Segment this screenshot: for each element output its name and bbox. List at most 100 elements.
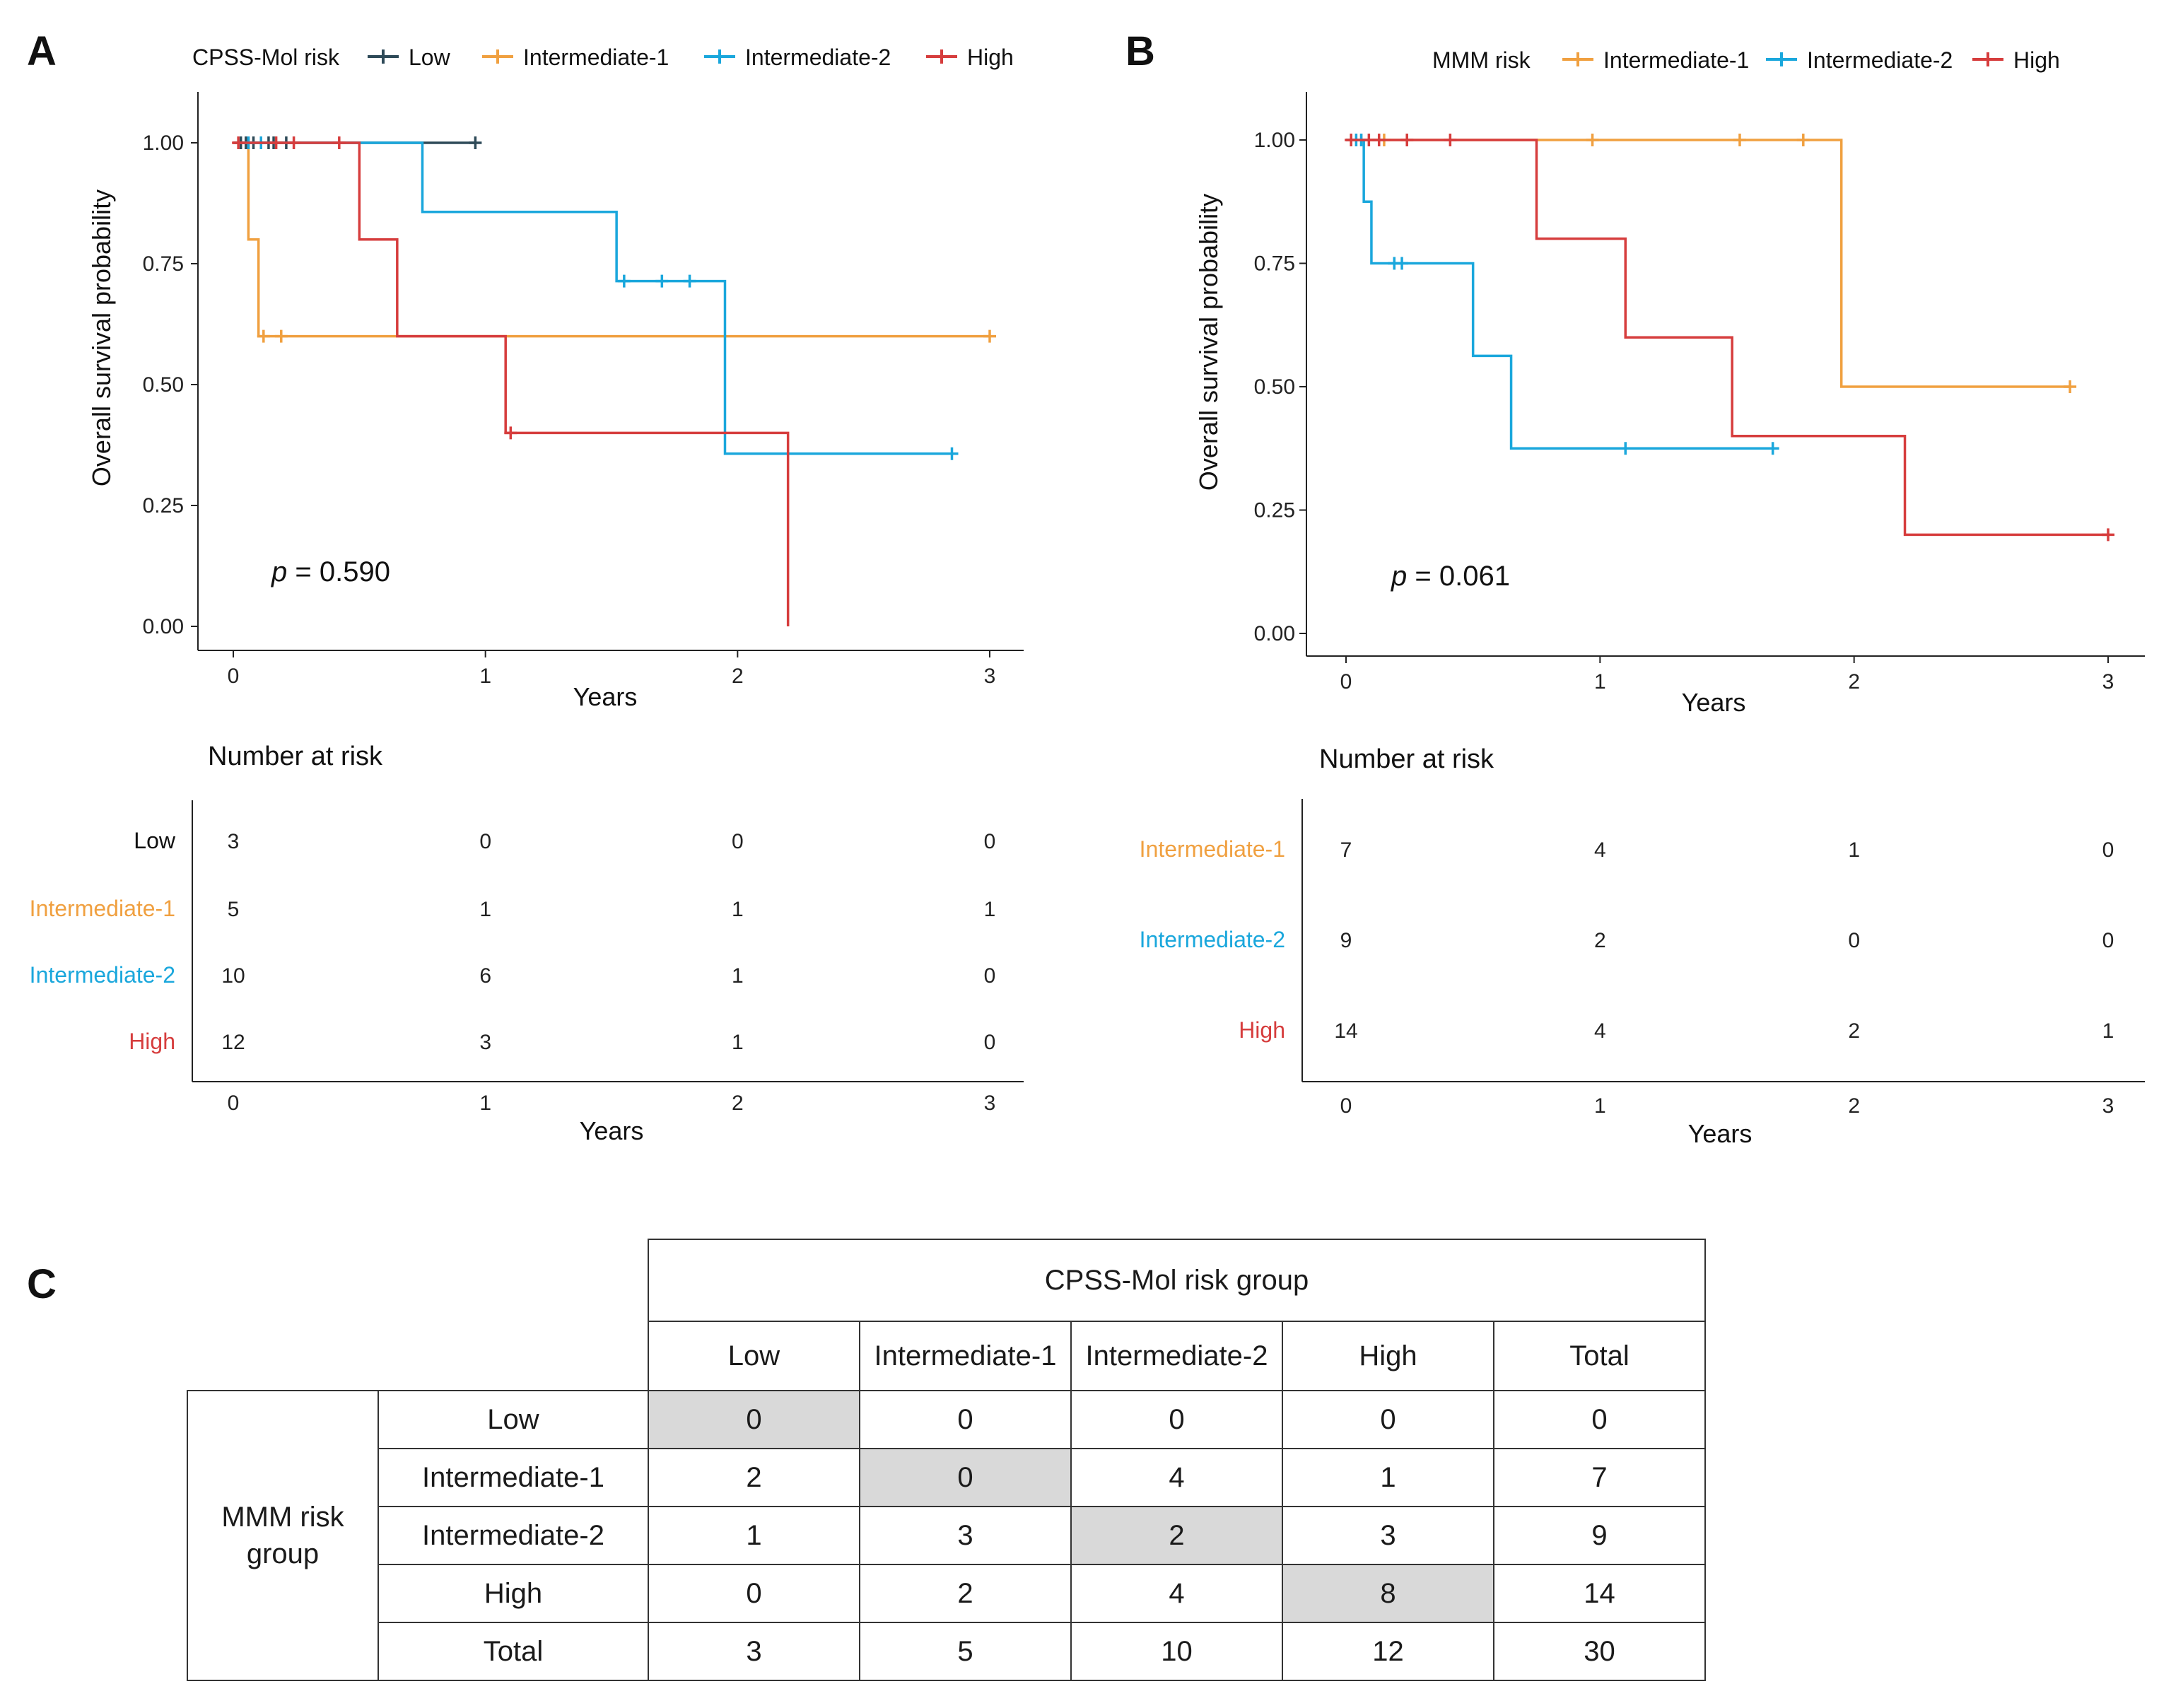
table-cell: 14 bbox=[1493, 1564, 1706, 1623]
risk-table-count: 0 bbox=[1848, 929, 1860, 952]
censor-mark bbox=[1619, 442, 1632, 455]
censor-mark bbox=[2102, 528, 2114, 542]
risk-table-count: 2 bbox=[1848, 1019, 1860, 1043]
risk-table-x-tick-label: 1 bbox=[1594, 1094, 1606, 1118]
risk-table-count: 1 bbox=[479, 898, 491, 921]
risk-table-count: 0 bbox=[984, 830, 996, 853]
risk-table-count: 9 bbox=[1340, 929, 1352, 952]
table-column-header: High bbox=[1282, 1321, 1494, 1391]
risk-table-count: 14 bbox=[1334, 1019, 1357, 1043]
x-tick-label: 1 bbox=[479, 665, 491, 688]
y-axis-label: Overall survival probability bbox=[1194, 194, 1223, 491]
risk-table-count: 6 bbox=[479, 964, 491, 988]
censor-mark bbox=[617, 274, 631, 288]
survival-curve-high bbox=[1346, 139, 2108, 537]
censor-mark bbox=[1400, 134, 1414, 146]
y-tick-label: 0.00 bbox=[143, 615, 184, 638]
risk-table-title: Number at risk bbox=[1319, 744, 1494, 774]
risk-table-count: 2 bbox=[1594, 929, 1606, 952]
table-corner-2 bbox=[187, 1321, 648, 1391]
table-row: High 0 2 4 8 14 bbox=[187, 1564, 1706, 1623]
censor-mark bbox=[1396, 257, 1409, 270]
table-cell: 0 bbox=[648, 1564, 860, 1623]
risk-table-x-tick-label: 2 bbox=[732, 1092, 744, 1115]
risk-table-row-label: High bbox=[129, 1029, 175, 1054]
table-cell: 3 bbox=[859, 1506, 1072, 1565]
risk-table-row-label: Low bbox=[134, 828, 176, 853]
risk-table-row-label: High bbox=[1239, 1017, 1285, 1043]
risk-table-row-label: Intermediate-1 bbox=[30, 896, 175, 921]
risk-table-row-label: Intermediate-2 bbox=[30, 962, 175, 988]
table-row-header: Intermediate-2 bbox=[378, 1506, 649, 1565]
legend-label: Intermediate-2 bbox=[745, 45, 891, 70]
table-cell: 1 bbox=[1282, 1448, 1494, 1507]
risk-table-count: 0 bbox=[732, 830, 744, 853]
risk-table-x-tick-label: 0 bbox=[228, 1092, 240, 1115]
x-axis-label: Years bbox=[1682, 688, 1746, 717]
table-cell: 2 bbox=[648, 1448, 860, 1507]
censor-mark bbox=[332, 136, 346, 149]
risk-table-count: 1 bbox=[984, 898, 996, 921]
risk-table-count: 1 bbox=[732, 898, 744, 921]
panel-label-b: B bbox=[1125, 28, 1155, 74]
x-tick-label: 2 bbox=[1848, 670, 1860, 694]
y-tick-label: 1.00 bbox=[143, 131, 184, 155]
table-cell: 7 bbox=[1493, 1448, 1706, 1507]
table-cell: 0 bbox=[859, 1390, 1072, 1449]
risk-table-x-axis-label: Years bbox=[580, 1116, 644, 1145]
censor-mark bbox=[983, 329, 996, 343]
censor-mark bbox=[1733, 134, 1746, 146]
risk-table-count: 3 bbox=[228, 830, 240, 853]
table-row: Total 3 5 10 12 30 bbox=[187, 1622, 1706, 1681]
p-value-annotation: p = 0.590 bbox=[271, 556, 390, 587]
y-tick-label: 0.75 bbox=[143, 252, 184, 276]
table-cell: 30 bbox=[1493, 1622, 1706, 1681]
panel-label-a: A bbox=[27, 28, 57, 74]
risk-table-count: 5 bbox=[228, 898, 240, 921]
survival-curve-intermediate_2 bbox=[233, 141, 952, 455]
table-cell: 9 bbox=[1493, 1506, 1706, 1565]
survival-curve-intermediate_2 bbox=[1346, 139, 1773, 450]
censor-mark bbox=[469, 136, 482, 149]
x-tick-label: 0 bbox=[228, 665, 240, 688]
risk-table-x-axis-label: Years bbox=[1688, 1119, 1753, 1148]
censor-mark bbox=[274, 329, 288, 343]
table-column-header: Intermediate-1 bbox=[859, 1321, 1072, 1391]
panel-label-c: C bbox=[27, 1261, 57, 1307]
censor-mark bbox=[504, 426, 517, 440]
table-cell: 0 bbox=[859, 1448, 1072, 1507]
risk-table-count: 1 bbox=[1848, 838, 1860, 862]
x-tick-label: 3 bbox=[2102, 670, 2114, 694]
table-column-header: Intermediate-2 bbox=[1070, 1321, 1283, 1391]
censor-mark bbox=[269, 136, 283, 149]
table-cell: 8 bbox=[1282, 1564, 1494, 1623]
table-cell: 0 bbox=[648, 1390, 860, 1449]
censor-mark bbox=[655, 274, 669, 288]
risk-table-count: 0 bbox=[479, 830, 491, 853]
x-axis-label: Years bbox=[573, 682, 638, 711]
table-row: Intermediate-1 2 0 4 1 7 bbox=[187, 1448, 1706, 1507]
table-cell: 0 bbox=[1493, 1390, 1706, 1449]
y-tick-label: 0.50 bbox=[1254, 375, 1295, 399]
risk-table-count: 12 bbox=[221, 1031, 245, 1054]
y-tick-label: 0.75 bbox=[1254, 252, 1295, 276]
legend-title: CPSS-Mol risk bbox=[192, 45, 340, 70]
censor-mark bbox=[683, 274, 696, 288]
table-row-header: Intermediate-1 bbox=[378, 1448, 649, 1507]
x-tick-label: 1 bbox=[1594, 670, 1606, 694]
censor-mark bbox=[1444, 134, 1457, 146]
risk-table-count: 1 bbox=[732, 1031, 744, 1054]
panel-b-km-plot: MMM risk Intermediate-1 Intermediate-2 High… bbox=[1140, 47, 2145, 1148]
table-cell: 2 bbox=[1070, 1506, 1283, 1565]
censor-mark bbox=[232, 136, 245, 149]
y-tick-label: 0.25 bbox=[1254, 499, 1295, 522]
censor-mark bbox=[945, 447, 959, 460]
x-tick-label: 0 bbox=[1340, 670, 1352, 694]
risk-table-row-label: Intermediate-1 bbox=[1140, 836, 1285, 862]
risk-table-count: 0 bbox=[2102, 929, 2114, 952]
risk-table-count: 4 bbox=[1594, 1019, 1606, 1043]
table-column-header: Low bbox=[648, 1321, 860, 1391]
table-row-header: High bbox=[378, 1564, 649, 1623]
y-tick-label: 1.00 bbox=[1254, 129, 1295, 152]
y-tick-label: 0.50 bbox=[143, 373, 184, 397]
